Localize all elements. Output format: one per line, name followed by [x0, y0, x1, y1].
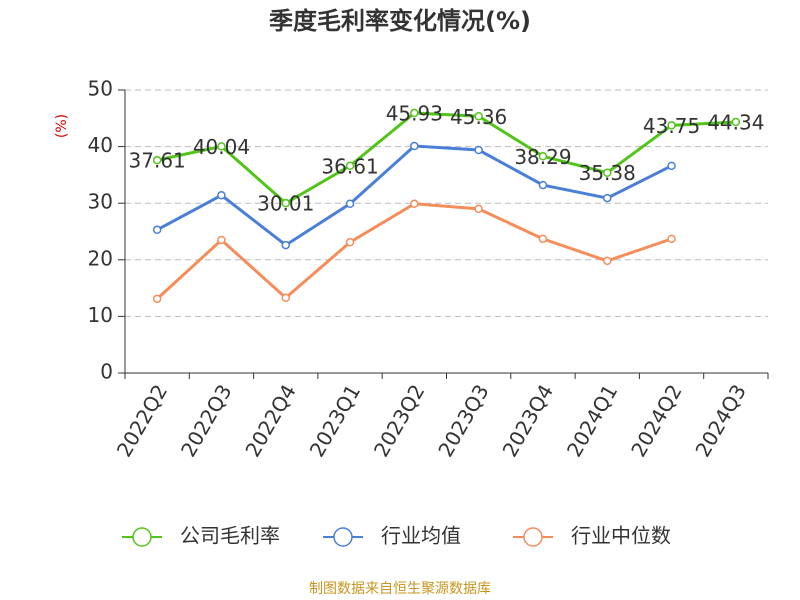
data-point	[281, 240, 290, 250]
x-tick-label: 2023Q4	[498, 380, 558, 461]
data-point	[538, 180, 548, 190]
data-point	[667, 121, 676, 130]
x-tick-label: 2023Q1	[305, 380, 365, 461]
series-line	[156, 111, 736, 205]
data-point	[667, 161, 676, 171]
data-label: 36.61	[321, 154, 378, 178]
data-label: 30.01	[257, 192, 314, 216]
data-point	[152, 294, 162, 304]
y-tick-label: 0	[100, 360, 113, 384]
legend-symbol	[132, 527, 152, 547]
x-tick-label: 2024Q3	[690, 380, 750, 461]
data-label: 37.61	[129, 149, 186, 173]
x-tick-label: 2024Q2	[626, 380, 686, 461]
x-tick-label: 2022Q3	[176, 380, 236, 461]
x-tick-label: 2024Q1	[562, 380, 622, 461]
data-label: 45.93	[386, 102, 443, 126]
legend-label: 行业中位数	[571, 524, 671, 548]
data-label: 45.36	[450, 105, 507, 129]
x-tick-label: 2022Q2	[112, 380, 172, 461]
data-point	[538, 234, 548, 244]
data-point	[217, 142, 226, 151]
data-point	[474, 204, 483, 214]
data-point	[474, 112, 483, 121]
x-tick-label: 2023Q2	[369, 380, 429, 461]
y-tick-label: 50	[88, 77, 113, 101]
data-point	[603, 168, 612, 177]
legend-symbol	[523, 527, 543, 547]
y-tick-label: 20	[88, 246, 113, 270]
data-point	[603, 256, 612, 266]
data-point	[152, 155, 162, 165]
data-point	[410, 199, 419, 209]
data-label: 40.04	[193, 135, 250, 159]
data-point	[538, 152, 548, 161]
data-label: 44.34	[707, 111, 764, 135]
x-tick-label: 2022Q4	[240, 380, 300, 461]
data-label: 43.75	[643, 114, 700, 138]
data-point	[410, 141, 419, 151]
data-point	[474, 145, 483, 155]
data-point	[217, 191, 226, 200]
data-point	[731, 117, 741, 127]
data-point	[217, 235, 226, 245]
data-point	[152, 225, 162, 235]
data-point	[281, 293, 290, 302]
data-point	[410, 108, 419, 118]
y-axis-title: (%)	[54, 114, 70, 138]
source-note: 制图数据来自恒生聚源数据库	[309, 581, 491, 597]
series-line	[156, 202, 673, 300]
legend-label: 行业均值	[381, 524, 461, 548]
x-tick-label: 2023Q3	[433, 380, 493, 461]
data-label: 35.38	[579, 161, 636, 185]
y-tick-label: 30	[88, 190, 113, 214]
chart-title: 季度毛利率变化情况(%)	[269, 7, 531, 35]
legend-symbol	[333, 527, 353, 547]
data-point	[345, 238, 355, 247]
y-tick-label: 40	[88, 133, 113, 157]
data-point	[603, 193, 612, 203]
data-point	[345, 161, 355, 171]
legend-label: 公司毛利率	[180, 524, 280, 548]
data-point	[345, 199, 355, 209]
data-point	[281, 198, 290, 208]
data-point	[667, 234, 676, 244]
y-tick-label: 10	[88, 303, 113, 327]
data-label: 38.29	[514, 145, 571, 169]
